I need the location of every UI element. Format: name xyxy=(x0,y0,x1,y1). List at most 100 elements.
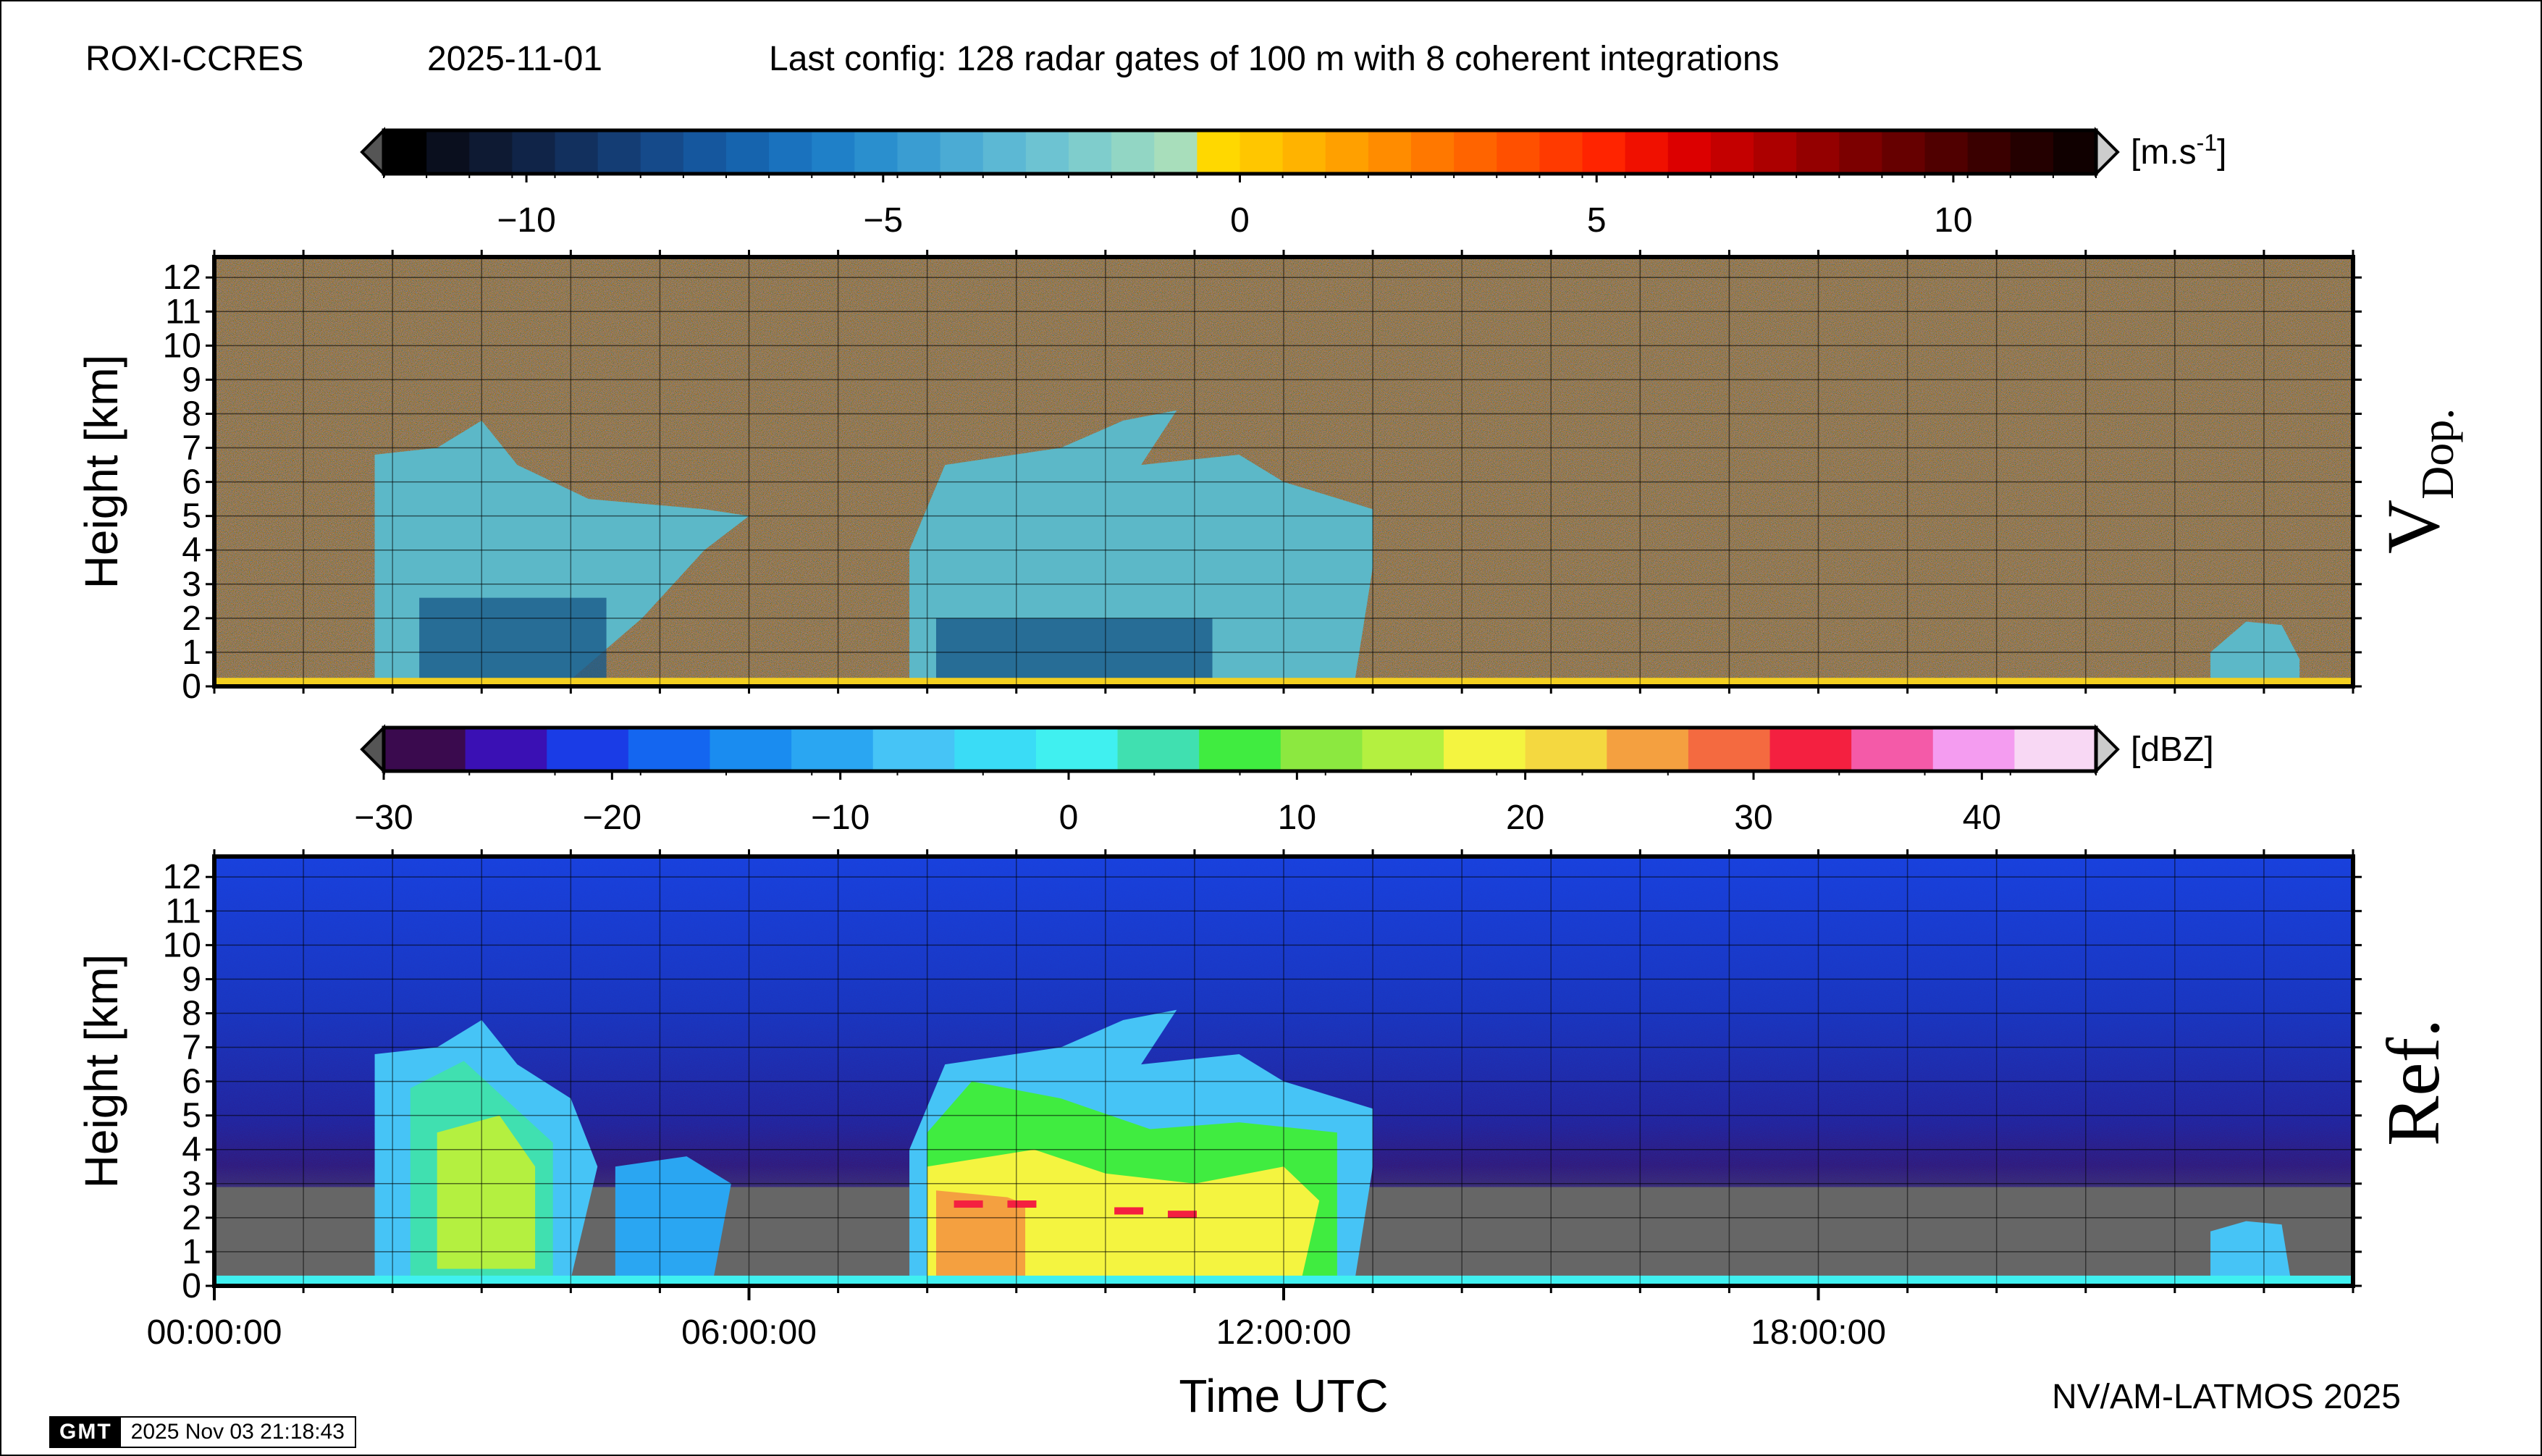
reflectivity-ytick-label: 4 xyxy=(182,1131,201,1169)
velocity-cbar-swatch xyxy=(1111,130,1155,174)
reflectivity-ytick-label: 1 xyxy=(182,1233,201,1271)
reflectivity-xtick-label: 00:00:00 xyxy=(147,1313,282,1352)
velocity-colorbar: −10 −5 0 5 10 [m.s-1] xyxy=(360,127,2226,240)
reflectivity-ytick-label: 7 xyxy=(182,1029,201,1067)
reflectivity-cbar-swatch xyxy=(872,728,955,771)
reflectivity-cbar-swatch xyxy=(1688,728,1771,771)
reflectivity-cbar-swatch xyxy=(628,728,711,771)
reflectivity-cbar-swatch xyxy=(384,728,466,771)
config-description: Last config: 128 radar gates of 100 m wi… xyxy=(769,40,1780,78)
reflectivity-ytick-label: 9 xyxy=(182,960,201,998)
velocity-cbar-swatch xyxy=(1667,130,1712,174)
velocity-cbar-swatch xyxy=(1197,130,1241,174)
reflectivity-cbar-tick-label: 40 xyxy=(1963,799,2001,837)
reflectivity-cbar-tick-label: 20 xyxy=(1506,799,1544,837)
velocity-ytick-label: 11 xyxy=(165,293,201,331)
credit-text: NV/AM-LATMOS 2025 xyxy=(2052,1378,2401,1416)
velocity-cbar-swatch xyxy=(1796,130,1840,174)
velocity-frame xyxy=(212,255,2355,689)
velocity-ytick-label: 0 xyxy=(182,668,201,706)
velocity-cbar-swatch xyxy=(1625,130,1669,174)
velocity-cbar-tick-label: −5 xyxy=(863,201,903,240)
velocity-cbar-swatch xyxy=(1154,130,1198,174)
reflectivity-xtick-label: 06:00:00 xyxy=(681,1313,817,1352)
reflectivity-ytick-label: 0 xyxy=(182,1267,201,1305)
velocity-cbar-swatch xyxy=(1882,130,1926,174)
reflectivity-cbar-swatch xyxy=(1199,728,1281,771)
reflectivity-colorbar: −30 −20 −10 0 10 20 30 40 [dBZ] xyxy=(354,724,2214,837)
velocity-cbar-tick-label: 5 xyxy=(1587,201,1607,240)
reflectivity-ytick-label: 11 xyxy=(165,892,201,930)
reflectivity-xtick-label: 18:00:00 xyxy=(1751,1313,1886,1352)
velocity-cbar-swatch xyxy=(1967,130,2011,174)
velocity-ytick-label: 3 xyxy=(182,565,201,604)
reflectivity-xlabel: Time UTC xyxy=(1179,1370,1388,1422)
reflectivity-cbar-swatch xyxy=(1851,728,1934,771)
reflectivity-cbar-tick-label: 0 xyxy=(1059,799,1079,837)
velocity-ytick-label: 8 xyxy=(182,395,201,433)
velocity-ytick-label: 12 xyxy=(163,258,201,297)
reflectivity-melting-layer xyxy=(1114,1207,1144,1215)
velocity-cbar-swatch xyxy=(2010,130,2054,174)
velocity-cbar-under-arrow xyxy=(360,127,385,177)
reflectivity-cbar-swatch xyxy=(547,728,629,771)
reflectivity-ylabel: Height [km] xyxy=(75,954,127,1189)
velocity-cbar-swatch xyxy=(597,130,641,174)
reflectivity-cbar-swatch xyxy=(1035,728,1119,771)
velocity-cbar-swatch xyxy=(469,130,513,174)
reflectivity-cbar-swatch xyxy=(1444,728,1526,771)
reflectivity-panel-title: Ref. xyxy=(2372,1019,2455,1146)
velocity-cbar-swatch xyxy=(1754,130,1797,174)
velocity-cbar-swatch xyxy=(1325,130,1369,174)
reflectivity-echo-region xyxy=(2210,1221,2291,1279)
velocity-cbar-tick-label: 0 xyxy=(1230,201,1250,240)
velocity-cbar-swatch xyxy=(982,130,1027,174)
velocity-ytick-label: 2 xyxy=(182,599,201,638)
gmt-timestamp: 2025 Nov 03 21:18:43 xyxy=(130,1420,345,1444)
velocity-cbar-swatch xyxy=(1839,130,1882,174)
velocity-cloud-region xyxy=(2210,621,2300,680)
velocity-precip-region xyxy=(419,597,607,680)
reflectivity-cbar-tick-label: −30 xyxy=(354,799,413,837)
velocity-cloud-region xyxy=(909,410,1373,680)
velocity-cbar-swatch xyxy=(1069,130,1112,174)
velocity-cbar-swatch xyxy=(812,130,855,174)
reflectivity-ytick-label: 12 xyxy=(163,858,201,896)
reflectivity-cbar-tick-label: 10 xyxy=(1278,799,1316,837)
reflectivity-ytick-label: 3 xyxy=(182,1165,201,1203)
velocity-cbar-over-arrow xyxy=(2095,127,2120,177)
velocity-ylabel: Height [km] xyxy=(75,355,127,589)
velocity-cbar-swatch xyxy=(2053,130,2097,174)
velocity-cbar-swatch xyxy=(1025,130,1069,174)
reflectivity-echo-region xyxy=(437,1115,536,1269)
gmt-logo: GMT xyxy=(51,1418,121,1447)
velocity-cbar-swatch xyxy=(854,130,898,174)
reflectivity-cbar-swatch xyxy=(1607,728,1689,771)
velocity-cbar-swatch xyxy=(512,130,556,174)
velocity-ytick-label: 1 xyxy=(182,634,201,672)
reflectivity-melting-layer xyxy=(1007,1200,1037,1208)
velocity-ytick-label: 9 xyxy=(182,361,201,399)
velocity-cbar-swatch xyxy=(426,130,470,174)
reflectivity-ytick-label: 2 xyxy=(182,1199,201,1237)
reflectivity-cbar-swatch xyxy=(791,728,874,771)
reflectivity-cbar-over-arrow xyxy=(2095,724,2120,775)
reflectivity-ytick-label: 6 xyxy=(182,1063,201,1101)
velocity-precip-region xyxy=(935,618,1213,680)
velocity-cbar-swatch xyxy=(683,130,727,174)
velocity-cbar-unit: [m.s-1] xyxy=(2131,130,2226,172)
velocity-panel-title: VDop. xyxy=(2372,408,2463,554)
reflectivity-cbar-swatch xyxy=(710,728,792,771)
velocity-cbar-swatch xyxy=(1411,130,1455,174)
reflectivity-cbar-swatch xyxy=(954,728,1037,771)
reflectivity-cbar-swatch xyxy=(1117,728,1200,771)
plot-date: 2025-11-01 xyxy=(427,40,602,78)
velocity-cbar-swatch xyxy=(1368,130,1412,174)
velocity-cbar-tick-label: −10 xyxy=(497,201,555,240)
reflectivity-cbar-swatch xyxy=(1280,728,1363,771)
velocity-cbar-swatch xyxy=(1710,130,1754,174)
